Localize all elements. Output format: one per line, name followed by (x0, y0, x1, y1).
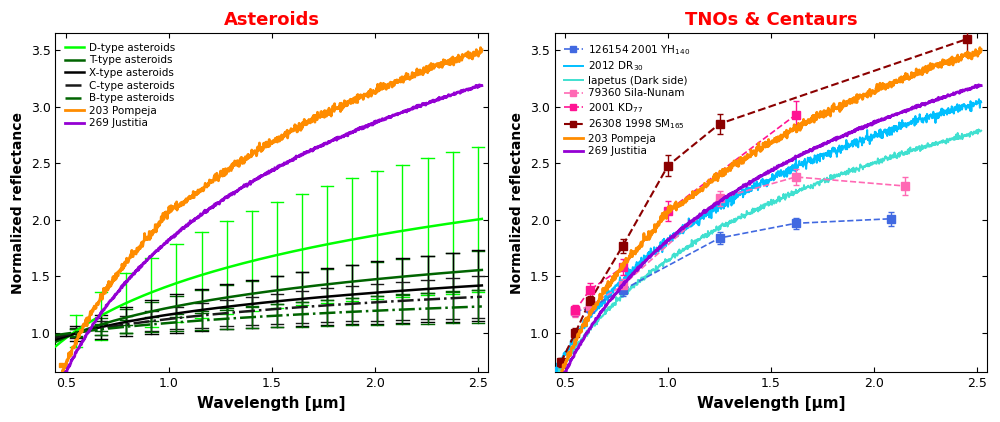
Title: Asteroids: Asteroids (224, 11, 320, 29)
X-axis label: Wavelength [μm]: Wavelength [μm] (197, 396, 346, 411)
Y-axis label: Normalized reflectance: Normalized reflectance (11, 112, 25, 294)
Legend: 126154 2001 YH$_{140}$, 2012 DR$_{30}$, Iapetus (Dark side), 79360 Sila-Nunam, 2: 126154 2001 YH$_{140}$, 2012 DR$_{30}$, … (560, 39, 694, 160)
Y-axis label: Normalized reflectance: Normalized reflectance (510, 112, 524, 294)
Title: TNOs & Centaurs: TNOs & Centaurs (685, 11, 857, 29)
X-axis label: Wavelength [μm]: Wavelength [μm] (697, 396, 845, 411)
Legend: D-type asteroids, T-type asteroids, X-type asteroids, C-type asteroids, B-type a: D-type asteroids, T-type asteroids, X-ty… (61, 39, 179, 133)
